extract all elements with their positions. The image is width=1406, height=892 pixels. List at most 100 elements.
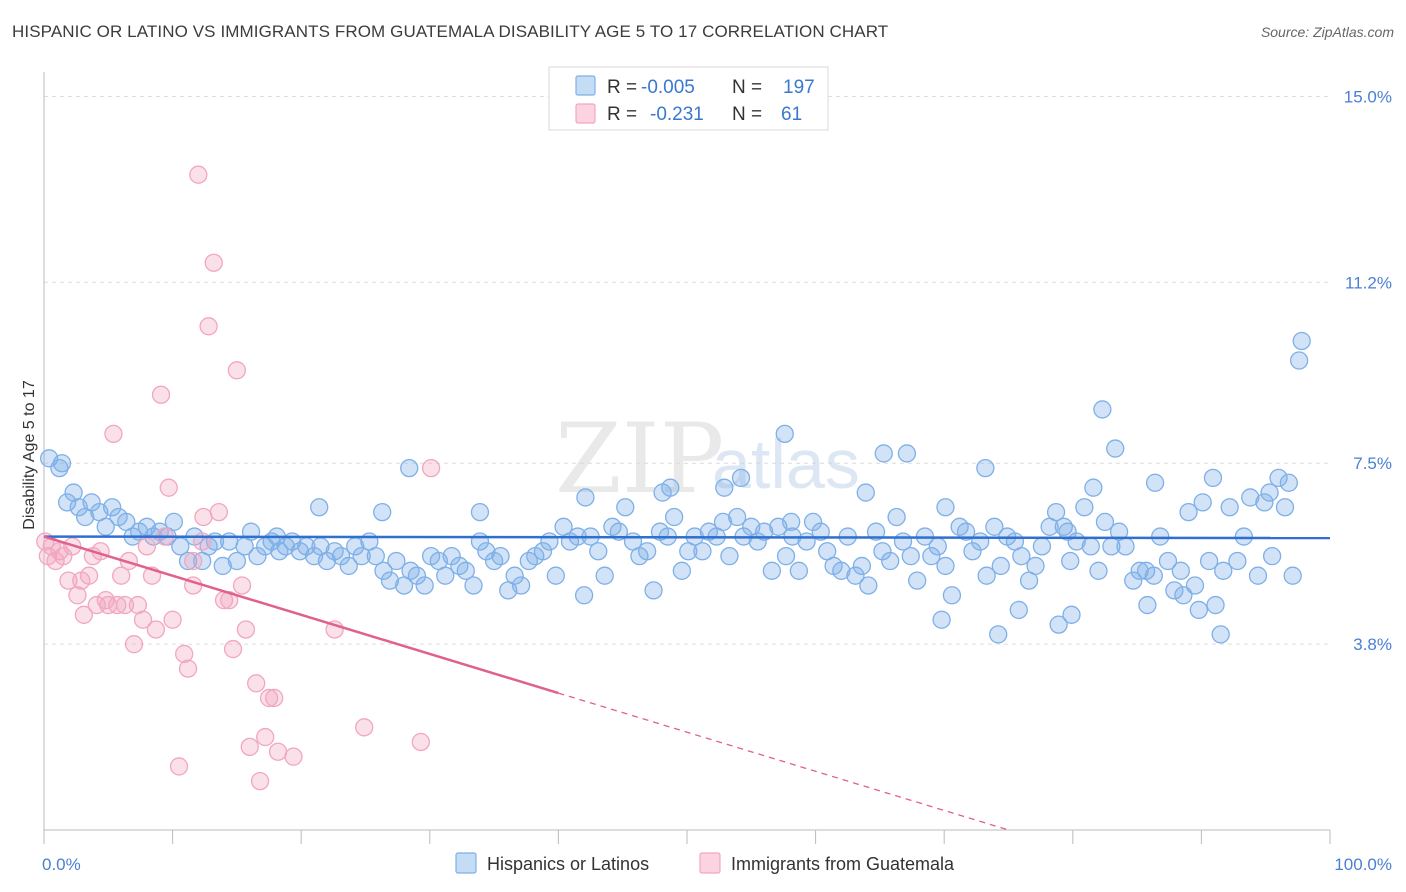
bottom-legend-label-guatemala: Immigrants from Guatemala bbox=[731, 854, 955, 874]
trend-line-1-solid bbox=[43, 535, 559, 695]
point-hispanic-61 bbox=[456, 561, 475, 580]
point-hispanic-84 bbox=[616, 498, 635, 517]
point-guatemala-24 bbox=[133, 610, 153, 629]
point-hispanic-135 bbox=[971, 532, 990, 551]
point-hispanic-130 bbox=[936, 556, 955, 576]
point-hispanic-28 bbox=[227, 551, 247, 571]
legend-n-label-1: N = bbox=[732, 77, 762, 98]
point-hispanic-87 bbox=[637, 542, 657, 561]
point-hispanic-161 bbox=[1151, 527, 1170, 546]
point-hispanic-26 bbox=[213, 556, 232, 576]
point-hispanic-81 bbox=[595, 566, 614, 585]
legend-n-value-2: 61 bbox=[781, 104, 802, 125]
point-hispanic-144 bbox=[1032, 537, 1052, 556]
point-hispanic-131 bbox=[942, 586, 962, 605]
point-hispanic-121 bbox=[873, 542, 892, 561]
point-hispanic-174 bbox=[1241, 488, 1260, 507]
point-guatemala-20 bbox=[115, 595, 135, 615]
point-hispanic-182 bbox=[1009, 600, 1028, 620]
point-hispanic-59 bbox=[442, 546, 461, 566]
point-guatemala-8 bbox=[68, 586, 87, 605]
point-hispanic-104 bbox=[755, 522, 774, 541]
watermark: ZIP atlas bbox=[555, 403, 860, 515]
legend-swatch-hispanic bbox=[575, 75, 596, 96]
point-hispanic-187 bbox=[1189, 600, 1208, 620]
point-hispanic-118 bbox=[852, 556, 872, 576]
point-hispanic-190 bbox=[976, 458, 995, 478]
point-guatemala-48 bbox=[247, 674, 266, 693]
point-hispanic-163 bbox=[1165, 581, 1184, 600]
point-hispanic-178 bbox=[1269, 468, 1288, 488]
point-hispanic-194 bbox=[874, 444, 893, 463]
point-hispanic-128 bbox=[922, 546, 941, 566]
point-hispanic-48 bbox=[366, 546, 385, 566]
point-guatemala-53 bbox=[268, 742, 288, 761]
point-hispanic-162 bbox=[1158, 551, 1178, 571]
point-hispanic-160 bbox=[1144, 566, 1163, 585]
point-hispanic-31 bbox=[248, 546, 267, 566]
x-tick-labels: 0.0% 100.0% bbox=[42, 855, 1392, 874]
point-hispanic-185 bbox=[1138, 595, 1157, 615]
point-guatemala-50 bbox=[256, 727, 275, 747]
point-hispanic-21 bbox=[178, 551, 198, 571]
point-hispanic-183 bbox=[1049, 615, 1068, 634]
y-tick-label-3: 15.0% bbox=[1344, 87, 1392, 106]
legend-r-value-1: -0.005 bbox=[641, 77, 695, 98]
point-guatemala-27 bbox=[146, 620, 166, 639]
point-hispanic-205 bbox=[310, 498, 329, 517]
point-guatemala-32 bbox=[169, 757, 189, 776]
point-hispanic-50 bbox=[380, 571, 400, 590]
point-hispanic-202 bbox=[470, 502, 490, 522]
watermark-zip: ZIP bbox=[555, 403, 724, 515]
source-credit: Source: ZipAtlas.com bbox=[1260, 24, 1394, 40]
point-hispanic-134 bbox=[963, 542, 982, 561]
point-guatemala-59 bbox=[184, 551, 203, 571]
point-hispanic-164 bbox=[1171, 561, 1190, 580]
x-tick-label-1: 100.0% bbox=[1334, 855, 1392, 874]
point-hispanic-119 bbox=[859, 576, 878, 595]
point-guatemala-43 bbox=[223, 639, 243, 659]
y-tick-labels: 3.8% 7.5% 11.2% 15.0% bbox=[1344, 87, 1392, 654]
bottom-legend-swatch-guatemala bbox=[699, 852, 721, 874]
point-hispanic-44 bbox=[339, 556, 358, 576]
point-hispanic-64 bbox=[477, 542, 496, 561]
point-hispanic-175 bbox=[1248, 566, 1268, 585]
point-guatemala-52 bbox=[265, 688, 284, 708]
point-hispanic-111 bbox=[803, 512, 823, 532]
point-hispanic-214 bbox=[715, 478, 734, 497]
point-hispanic-148 bbox=[1061, 551, 1080, 571]
point-hispanic-78 bbox=[574, 586, 594, 605]
point-hispanic-151 bbox=[1081, 537, 1100, 556]
point-guatemala-37 bbox=[194, 507, 213, 527]
point-hispanic-173 bbox=[1234, 527, 1253, 546]
point-guatemala-36 bbox=[189, 165, 208, 184]
point-hispanic-125 bbox=[901, 546, 920, 566]
point-hispanic-207 bbox=[1292, 331, 1311, 351]
series-legend: Hispanics or Latinos Immigrants from Gua… bbox=[455, 852, 955, 874]
point-hispanic-109 bbox=[789, 561, 809, 580]
x-tick-label-0: 0.0% bbox=[42, 855, 81, 874]
point-guatemala-58 bbox=[421, 458, 441, 478]
point-guatemala-19 bbox=[112, 566, 131, 585]
point-guatemala-46 bbox=[236, 620, 256, 639]
point-guatemala-18 bbox=[108, 595, 127, 615]
point-hispanic-150 bbox=[1075, 498, 1094, 517]
point-hispanic-43 bbox=[331, 546, 351, 566]
point-guatemala-25 bbox=[137, 537, 157, 556]
point-hispanic-179 bbox=[1275, 498, 1295, 517]
correlation-legend: R = -0.005 N = 197 R = -0.231 N = 61 bbox=[548, 66, 829, 131]
y-tick-label-2: 11.2% bbox=[1345, 273, 1392, 292]
point-guatemala-44 bbox=[227, 361, 247, 380]
point-hispanic-156 bbox=[1116, 537, 1135, 556]
point-hispanic-122 bbox=[881, 551, 900, 571]
point-hispanic-10 bbox=[103, 498, 122, 517]
point-guatemala-47 bbox=[240, 737, 259, 757]
point-hispanic-177 bbox=[1262, 546, 1282, 566]
point-hispanic-123 bbox=[887, 507, 906, 527]
point-hispanic-46 bbox=[352, 546, 371, 566]
watermark-atlas: atlas bbox=[712, 425, 860, 503]
point-guatemala-31 bbox=[163, 610, 182, 629]
point-guatemala-22 bbox=[124, 635, 144, 654]
point-hispanic-200 bbox=[653, 483, 672, 502]
point-hispanic-191 bbox=[1093, 400, 1112, 419]
